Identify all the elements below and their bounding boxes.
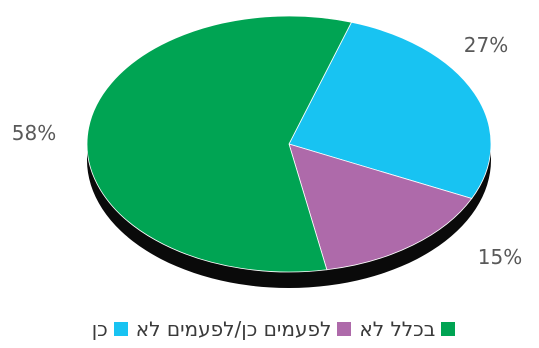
pie-chart-canvas: 27% 15% 58% bbox=[12, 15, 522, 288]
pie-top-layer bbox=[86, 15, 492, 273]
legend-item-yes: כן bbox=[92, 317, 128, 341]
pie-slice-sometimes bbox=[288, 143, 473, 271]
slice-label-yes: 27% bbox=[464, 33, 508, 57]
legend-label-sometimes: לפעמים כן/לפעמים לא bbox=[135, 317, 332, 341]
legend-swatch-no bbox=[441, 322, 456, 336]
legend-swatch-yes bbox=[113, 322, 128, 336]
pie-slice-yes bbox=[288, 21, 492, 199]
legend-item-sometimes: לפעמים כן/לפעמים לא bbox=[136, 317, 352, 341]
legend-item-no: בכלל לא bbox=[359, 317, 456, 341]
slice-label-no: 58% bbox=[12, 121, 56, 145]
pie-labels-layer: 27% 15% 58% bbox=[12, 33, 522, 269]
slice-label-sometimes: 15% bbox=[478, 245, 522, 269]
chart-legend: בכלל לא לפעמים כן/לפעמים לא כן bbox=[0, 316, 539, 342]
pie-slice-no bbox=[86, 15, 353, 273]
legend-label-yes: כן bbox=[91, 317, 108, 341]
legend-label-no: בכלל לא bbox=[359, 317, 436, 341]
legend-swatch-sometimes bbox=[337, 322, 352, 336]
